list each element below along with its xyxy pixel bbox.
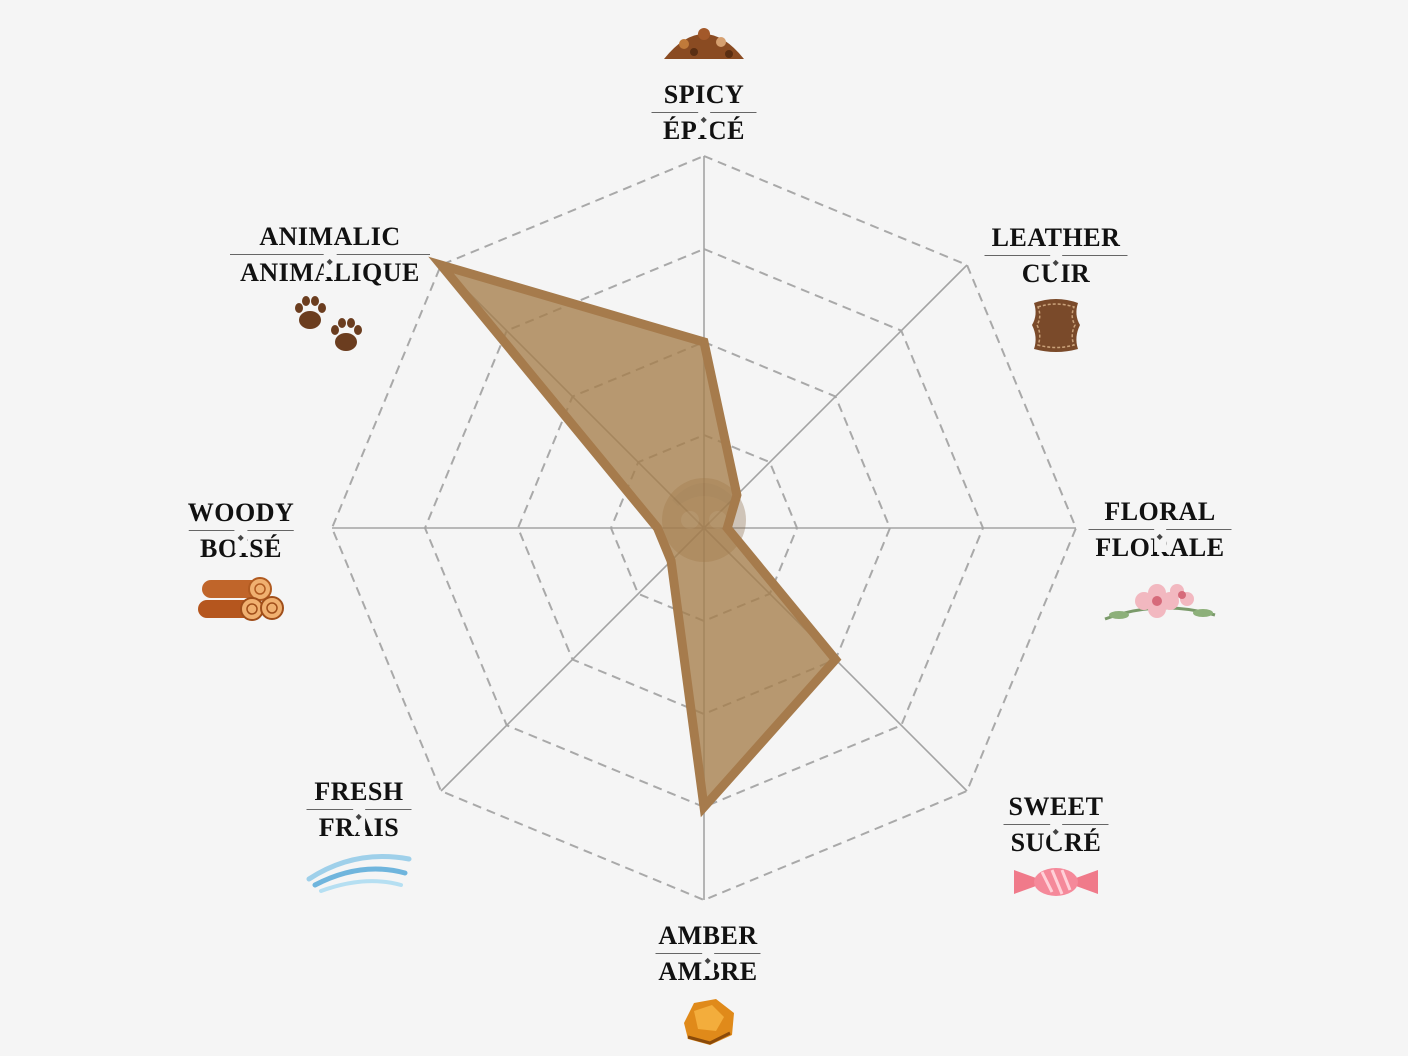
- data-point-fresh: [668, 557, 675, 564]
- grid-ring-1: [609, 433, 799, 623]
- axis-spoke-leather: [703, 264, 968, 529]
- data-point-leather: [733, 492, 740, 499]
- data-point-spicy: [701, 339, 707, 345]
- paw-icon: [292, 294, 368, 361]
- grid-ring-2: [516, 340, 892, 716]
- axis-spoke-fresh: [440, 527, 705, 792]
- amber-icon: [676, 993, 740, 1054]
- axis-label-fresh: FRESHFRAIS: [306, 777, 412, 843]
- spice-icon: [659, 14, 749, 79]
- ornament-divider: [655, 951, 761, 957]
- radar-grid: [330, 154, 1078, 902]
- data-point-animalic: [438, 262, 444, 268]
- axis-label-sweet: SWEETSUCRÉ: [1003, 792, 1109, 858]
- grid-ring-4: [330, 154, 1078, 902]
- data-point-woody: [654, 525, 661, 531]
- candy-icon: [1012, 864, 1100, 905]
- axis-label-spicy: SPICYÉPICÉ: [651, 80, 757, 146]
- data-point-floral: [724, 525, 731, 531]
- data-point-sweet: [832, 656, 839, 663]
- ornament-divider: [306, 807, 412, 813]
- wind-icon: [305, 849, 413, 906]
- ornament-divider: [1003, 822, 1109, 828]
- ornament-divider: [651, 110, 757, 116]
- data-points: [438, 262, 839, 810]
- data-point-amber: [701, 804, 707, 810]
- ornament-divider: [1088, 527, 1232, 533]
- axis-label-leather: LEATHERCUIR: [984, 223, 1128, 289]
- ornament-divider: [230, 252, 430, 258]
- ornament-divider: [188, 528, 294, 534]
- axis-label-amber: AMBERAMBRE: [655, 921, 761, 987]
- axis-label-floral: FLORALFLORALE: [1088, 497, 1232, 563]
- logs-icon: [196, 570, 286, 629]
- axis-label-woody: WOODYBOISÉ: [188, 498, 295, 564]
- flower-icon: [1099, 569, 1221, 640]
- axis-label-animalic: ANIMALICANIMALIQUE: [230, 222, 430, 288]
- leather-icon: [1028, 295, 1084, 360]
- ornament-divider: [984, 253, 1128, 259]
